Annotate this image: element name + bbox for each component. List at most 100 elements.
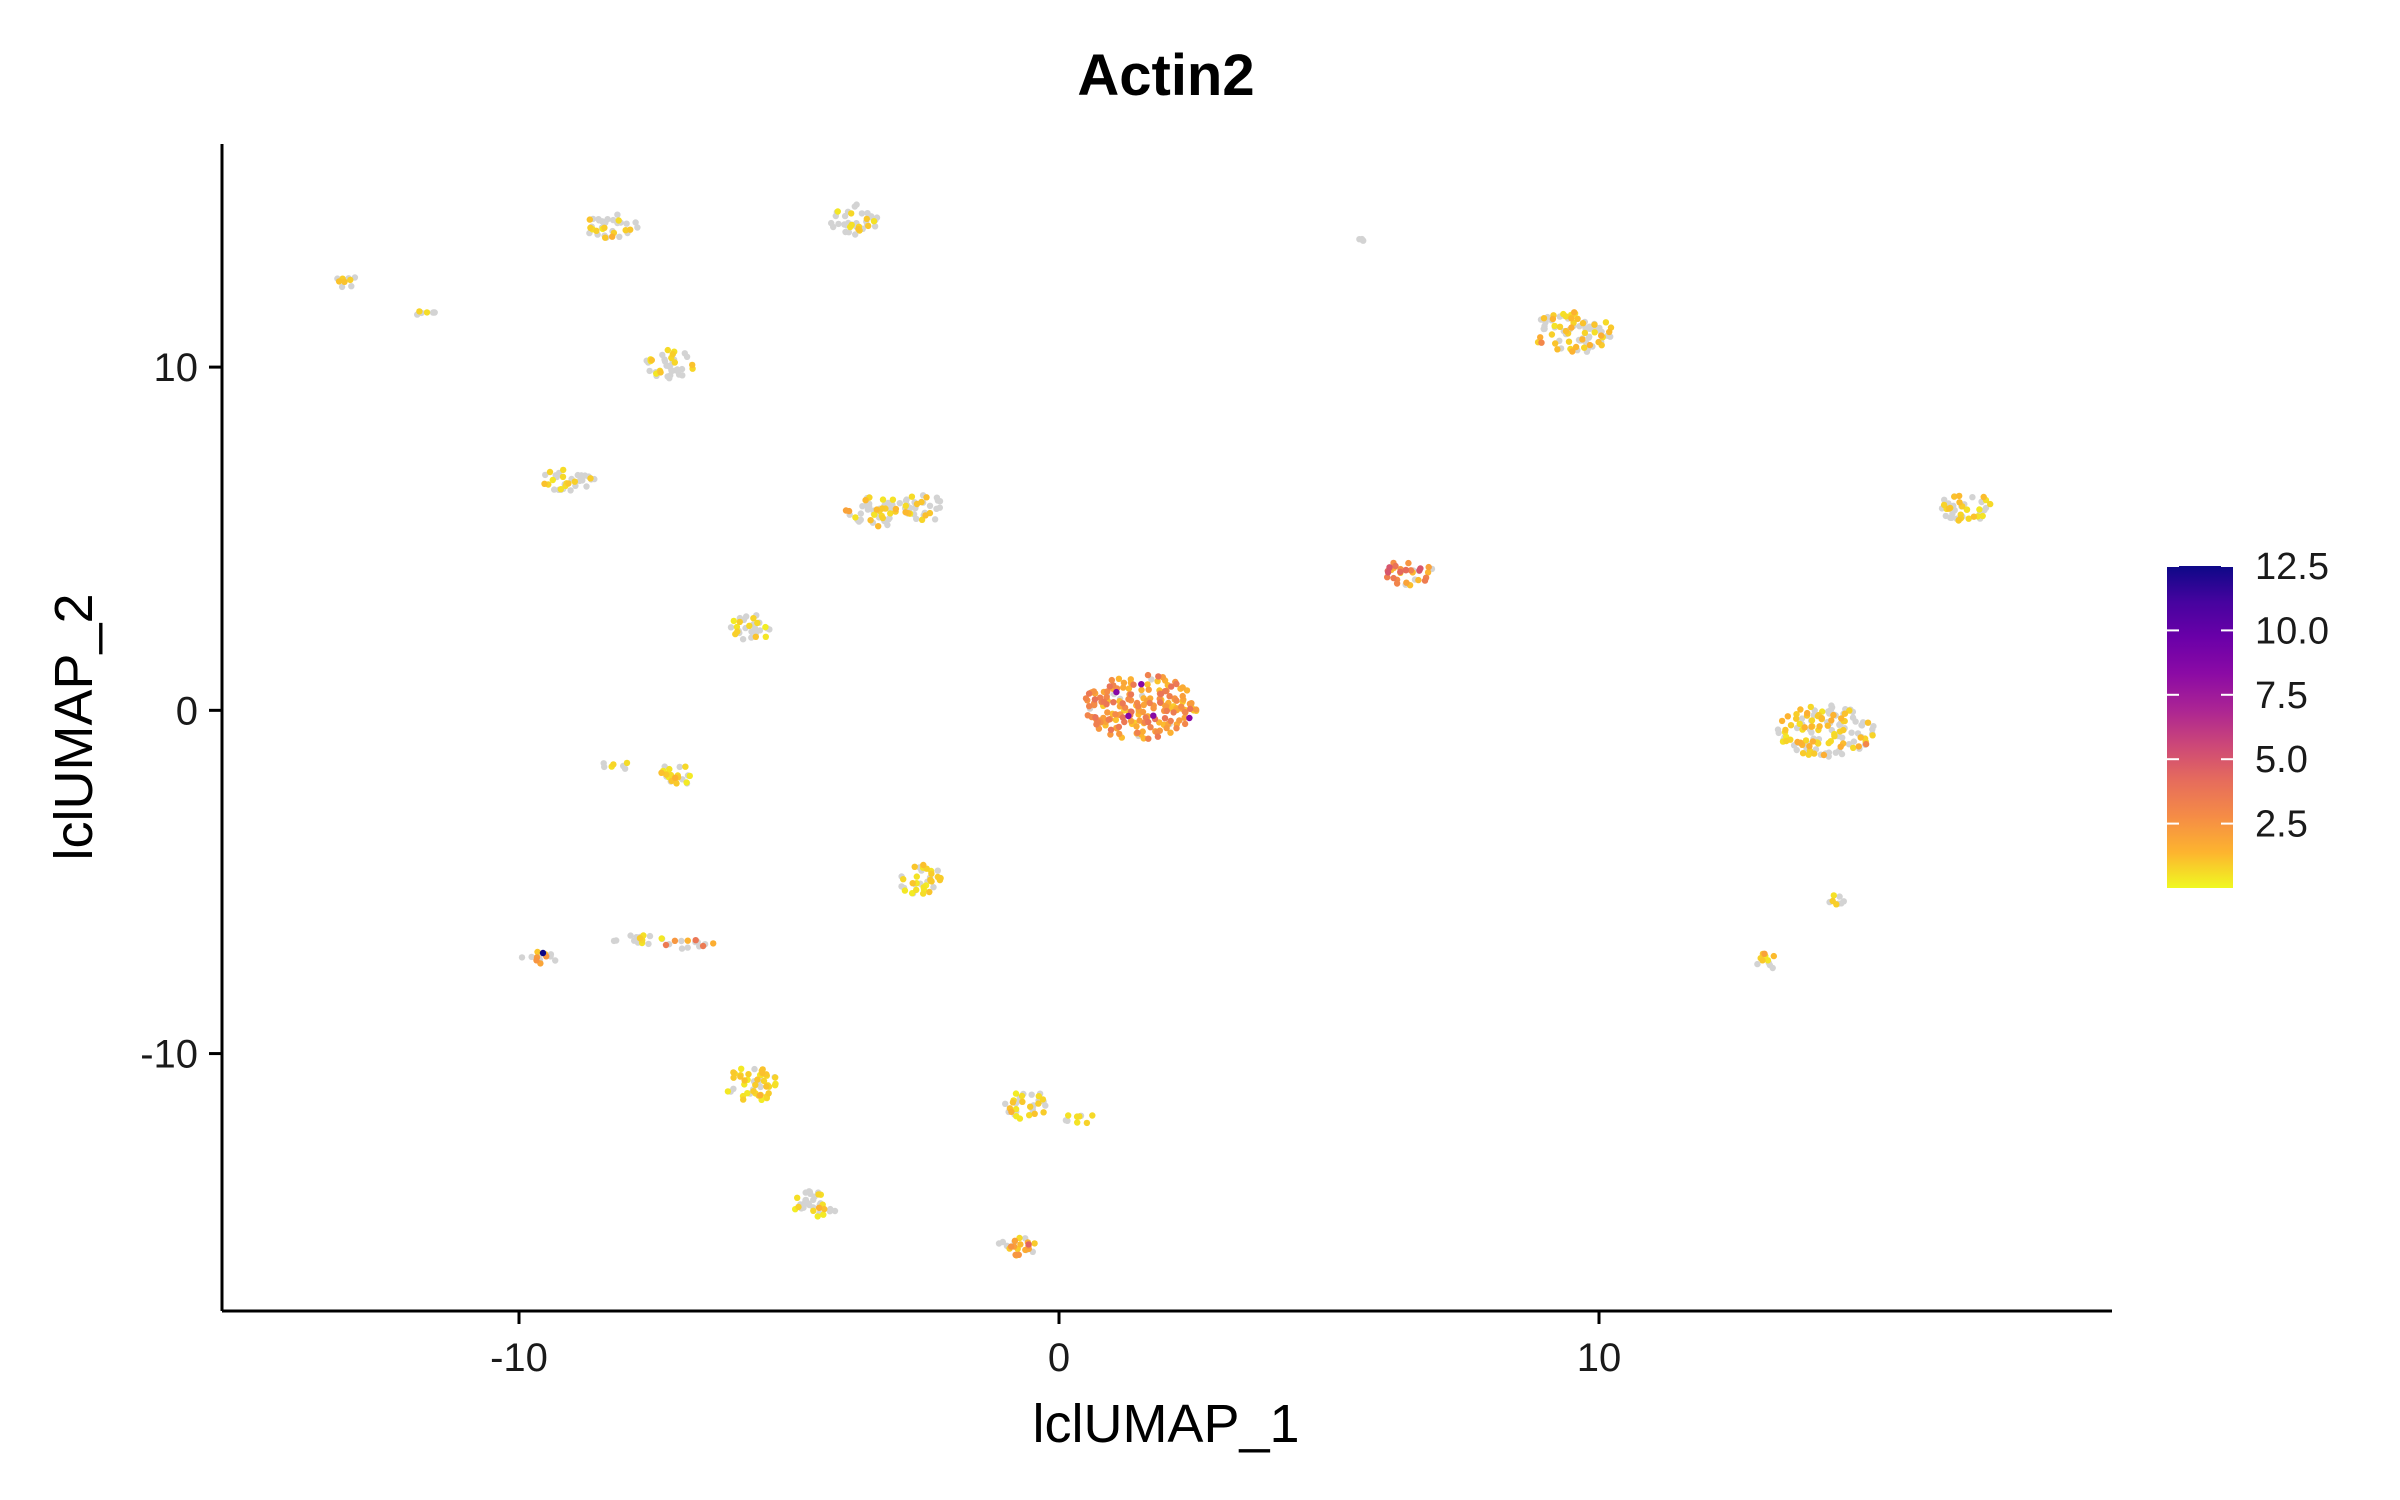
- cell-point: [1127, 717, 1135, 725]
- cell-point: [920, 884, 927, 891]
- cell-point: [1591, 321, 1598, 328]
- cell-point: [668, 367, 676, 375]
- cell-point: [759, 1069, 766, 1077]
- cell-point: [587, 475, 594, 482]
- cell-point: [551, 486, 558, 493]
- cell-point: [750, 615, 757, 622]
- cell-point: [1849, 714, 1857, 721]
- cell-point: [1120, 679, 1128, 686]
- cell-point: [1042, 1102, 1049, 1109]
- cell-point: [1084, 712, 1092, 719]
- cell-point: [1188, 700, 1195, 707]
- cell-point: [936, 876, 944, 884]
- cell-point: [1754, 960, 1761, 968]
- cell-point: [1144, 681, 1151, 688]
- cell-point: [1806, 743, 1813, 750]
- cell-point: [682, 763, 689, 770]
- cell-point: [1955, 516, 1963, 524]
- cell-point: [931, 516, 939, 523]
- cell-point: [1167, 717, 1174, 725]
- cell-point: [1770, 952, 1778, 960]
- y-tick-label: -10: [140, 1033, 198, 1077]
- cell-point: [1862, 740, 1870, 748]
- cell-point: [1816, 723, 1823, 730]
- cell-point: [1016, 1234, 1023, 1242]
- cell-point: [1951, 493, 1958, 500]
- cell-point: [539, 949, 547, 957]
- cell-point: [1384, 569, 1392, 576]
- cell-point: [710, 940, 717, 947]
- cell-point: [1091, 701, 1098, 709]
- cell-point: [1809, 738, 1817, 745]
- cell-point: [567, 487, 574, 494]
- cell-point: [772, 1074, 779, 1081]
- cell-point: [1104, 709, 1111, 716]
- cell-point: [875, 523, 882, 530]
- cell-point: [900, 876, 907, 883]
- cell-point: [1870, 723, 1877, 730]
- cell-point: [1092, 714, 1099, 721]
- cell-point: [666, 765, 673, 773]
- cell-point: [913, 886, 920, 894]
- scatter-points: [334, 201, 1994, 1259]
- cell-point: [1403, 579, 1410, 586]
- cell-point: [911, 863, 918, 870]
- cell-point: [1018, 1092, 1026, 1100]
- cell-point: [1982, 504, 1990, 512]
- y-tick-label: 0: [176, 689, 198, 733]
- cell-point: [1026, 1112, 1033, 1119]
- cell-point: [1571, 309, 1578, 316]
- cell-point: [1173, 680, 1180, 688]
- cell-point: [1586, 341, 1594, 349]
- cell-point: [657, 369, 664, 376]
- cell-point: [752, 633, 759, 640]
- cell-point: [794, 1194, 801, 1202]
- cell-point: [1581, 344, 1588, 351]
- cell-point: [806, 1188, 814, 1196]
- cell-point: [1145, 718, 1152, 726]
- cell-point: [1855, 743, 1863, 750]
- cell-point: [1811, 750, 1818, 757]
- cell-point: [579, 477, 586, 484]
- color-legend: 2.5 5.0 7.5 10.0 12.5: [2167, 546, 2329, 888]
- cell-point: [1113, 688, 1120, 696]
- cell-point: [1002, 1100, 1009, 1108]
- cell-point: [1940, 501, 1948, 509]
- x-axis-title: lclUMAP_1: [1032, 1394, 1299, 1454]
- cell-point: [1134, 729, 1141, 736]
- cell-point: [1828, 717, 1835, 724]
- cell-point: [1181, 720, 1189, 728]
- cell-point: [1144, 671, 1152, 679]
- cell-point: [1176, 717, 1183, 724]
- cell-point: [999, 1238, 1006, 1246]
- cell-point: [583, 483, 590, 490]
- cell-point: [1804, 709, 1811, 717]
- cell-point: [614, 211, 621, 218]
- cell-point: [1091, 696, 1099, 703]
- cell-point: [814, 1213, 821, 1220]
- cell-point: [1103, 701, 1110, 708]
- cell-point: [1595, 338, 1602, 346]
- cell-point: [751, 1065, 758, 1073]
- cell-point: [1837, 743, 1844, 750]
- cell-point: [727, 624, 735, 631]
- cell-point: [820, 1211, 827, 1218]
- cell-point: [659, 351, 666, 359]
- cell-point: [741, 1077, 748, 1084]
- cell-point: [1173, 697, 1180, 704]
- cell-point: [1125, 685, 1133, 692]
- cell-point: [534, 948, 541, 956]
- cell-point: [920, 861, 927, 869]
- cell-point: [627, 932, 634, 939]
- cell-point: [1836, 893, 1843, 900]
- cell-point: [674, 366, 681, 373]
- cell-point: [571, 478, 578, 485]
- cell-point: [1107, 726, 1115, 733]
- cell-point: [1784, 713, 1792, 720]
- cell-point: [1107, 731, 1114, 738]
- cell-point: [1139, 708, 1147, 716]
- cell-point: [892, 505, 900, 513]
- cell-point: [865, 222, 872, 230]
- cell-point: [1120, 684, 1127, 691]
- cell-point: [557, 486, 564, 493]
